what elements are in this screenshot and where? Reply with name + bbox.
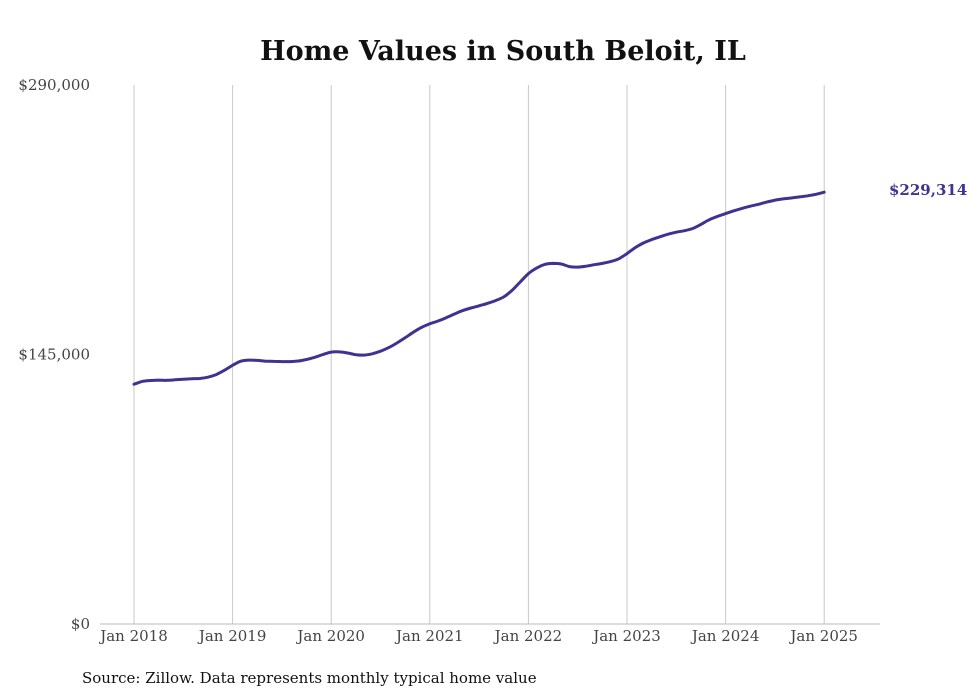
x-tick-label: Jan 2020	[295, 627, 365, 645]
x-gridlines	[133, 85, 825, 624]
y-tick-label: $290,000	[18, 76, 90, 94]
latest-value-label: $229,314	[889, 181, 967, 199]
y-tick-label: $145,000	[18, 346, 90, 364]
y-tick-label: $0	[71, 615, 90, 633]
chart-title: Home Values in South Beloit, IL	[260, 36, 746, 67]
x-tick-label: Jan 2022	[493, 627, 563, 645]
x-tick-label: Jan 2021	[394, 627, 464, 645]
x-axis-tick-labels: Jan 2018 Jan 2019 Jan 2020 Jan 2021 Jan 2022…	[98, 627, 858, 645]
x-tick-label: Jan 2025	[788, 627, 858, 645]
x-tick-label: Jan 2024	[690, 627, 760, 645]
y-axis-tick-labels: $0 $145,000 $290,000	[18, 76, 90, 633]
source-note: Source: Zillow. Data represents monthly …	[82, 669, 537, 687]
x-tick-label: Jan 2023	[591, 627, 661, 645]
home-value-series-line	[132, 190, 826, 386]
x-tick-label: Jan 2018	[98, 627, 168, 645]
x-tick-label: Jan 2019	[197, 627, 267, 645]
